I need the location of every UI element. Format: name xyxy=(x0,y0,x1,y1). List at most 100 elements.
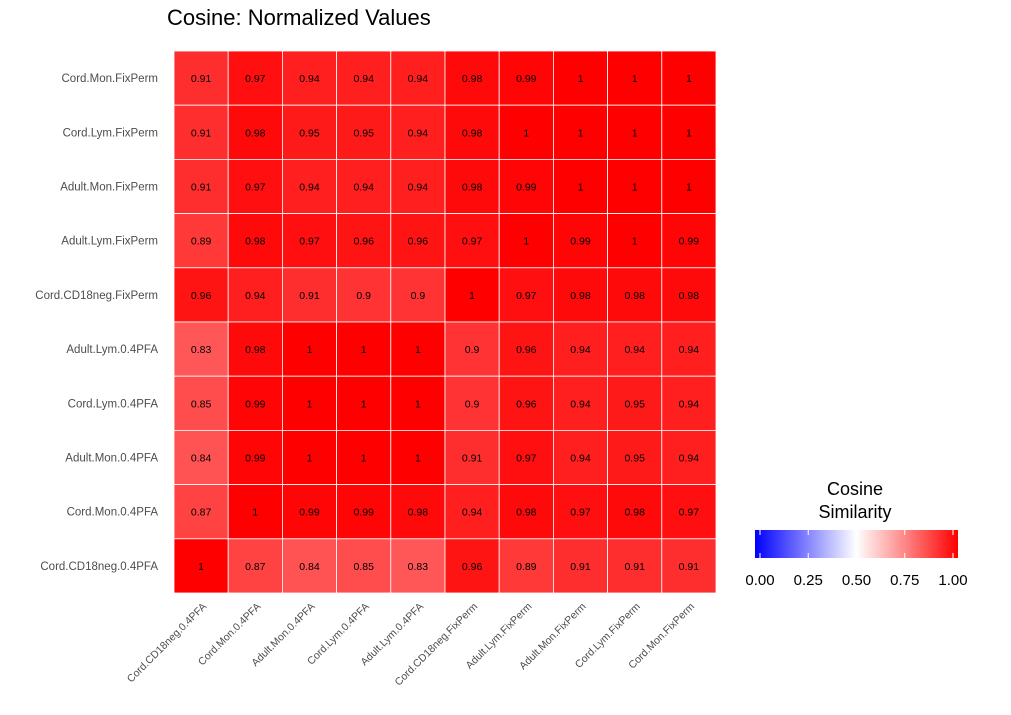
heatmap-cell xyxy=(661,267,717,323)
heatmap-cell-value-label: 1 xyxy=(307,398,313,410)
heatmap-cell-value-label: 1 xyxy=(469,290,475,302)
heatmap-cell-value-label: 0.98 xyxy=(624,290,645,302)
heatmap-cell xyxy=(281,538,337,594)
heatmap-cell-value-label: 0.98 xyxy=(245,127,266,139)
heatmap-cell-value-label: 0.99 xyxy=(245,398,266,410)
heatmap-cell xyxy=(336,158,392,214)
heatmap-cell xyxy=(336,538,392,594)
heatmap-cell xyxy=(444,104,500,160)
heatmap-cell-value-label: 1 xyxy=(578,73,584,85)
heatmap-cell xyxy=(607,375,663,431)
legend-tick-label: 0.75 xyxy=(890,572,919,589)
heatmap-cell-value-label: 0.9 xyxy=(465,344,480,356)
heatmap-cell-value-label: 0.97 xyxy=(516,453,537,465)
heatmap-cell-value-label: 1 xyxy=(361,453,367,465)
heatmap-cell xyxy=(390,375,446,431)
heatmap-cell-value-label: 0.94 xyxy=(353,182,374,194)
x-axis-tick-labels: Cord.CD18neg.0.4PFACord.Mon.0.4PFAAdult.… xyxy=(125,600,697,688)
heatmap-cell-value-label: 0.97 xyxy=(299,236,320,248)
heatmap-cells xyxy=(173,50,717,594)
y-axis-tick-label: Adult.Lym.FixPerm xyxy=(61,236,158,248)
heatmap-cell-value-label: 0.83 xyxy=(408,561,429,573)
heatmap-cell-value-label: 0.91 xyxy=(679,561,700,573)
heatmap-cell xyxy=(553,429,609,485)
heatmap-cell xyxy=(553,50,609,106)
heatmap-cell-value-label: 0.97 xyxy=(462,236,483,248)
heatmap-cell xyxy=(661,484,717,540)
heatmap-cell-value-label: 0.94 xyxy=(462,507,483,519)
heatmap-cell-value-label: 1 xyxy=(686,127,692,139)
heatmap-cell xyxy=(607,213,663,269)
heatmap-cell xyxy=(227,538,283,594)
heatmap-cell-value-label: 0.85 xyxy=(191,398,212,410)
heatmap-cell xyxy=(444,158,500,214)
heatmap-cell-value-label: 0.98 xyxy=(679,290,700,302)
heatmap-cell-value-label: 0.87 xyxy=(191,507,212,519)
heatmap-cell xyxy=(173,538,229,594)
heatmap-cell xyxy=(607,158,663,214)
heatmap-cell-value-label: 0.94 xyxy=(679,453,700,465)
heatmap-cell-value-label: 0.99 xyxy=(353,507,374,519)
heatmap-cell xyxy=(281,104,337,160)
heatmap-cell xyxy=(444,213,500,269)
heatmap-cell xyxy=(227,321,283,377)
heatmap-cell xyxy=(498,484,554,540)
heatmap-cell xyxy=(607,104,663,160)
heatmap-cell-value-label: 1 xyxy=(198,561,204,573)
heatmap-cell-value-label: 0.98 xyxy=(462,127,483,139)
heatmap-cell xyxy=(227,429,283,485)
heatmap-cell xyxy=(607,321,663,377)
legend-tick-label: 1.00 xyxy=(938,572,967,589)
heatmap-cell-value-label: 0.94 xyxy=(408,127,429,139)
heatmap-cell xyxy=(281,429,337,485)
heatmap-cell-value-label: 0.97 xyxy=(245,182,266,194)
color-legend: Cosine Similarity 0.00 0.25 0.50 0.75 1.00 xyxy=(745,479,967,589)
heatmap-cell-value-label: 0.97 xyxy=(679,507,700,519)
heatmap-cell-value-label: 0.94 xyxy=(353,73,374,85)
y-axis-tick-label: Cord.CD18neg.0.4PFA xyxy=(40,561,158,573)
heatmap-cell xyxy=(553,538,609,594)
heatmap-cell xyxy=(444,429,500,485)
heatmap-cell-value-label: 1 xyxy=(523,127,529,139)
heatmap-cell xyxy=(498,429,554,485)
heatmap-cell-value-label: 0.85 xyxy=(353,561,374,573)
heatmap-cell-value-label: 1 xyxy=(686,182,692,194)
heatmap-cell-value-label: 0.99 xyxy=(516,73,537,85)
legend-ticks: 0.00 0.25 0.50 0.75 1.00 xyxy=(745,530,968,589)
heatmap-cell-value-label: 0.98 xyxy=(462,73,483,85)
heatmap-cell xyxy=(281,158,337,214)
heatmap-cell-value-label: 0.94 xyxy=(570,344,591,356)
heatmap-cell xyxy=(444,538,500,594)
heatmap-cell xyxy=(390,158,446,214)
heatmap-cell-value-label: 0.9 xyxy=(465,398,480,410)
heatmap-cell-value-label: 1 xyxy=(632,73,638,85)
heatmap-cell xyxy=(390,213,446,269)
heatmap-cell-value-label: 1 xyxy=(578,127,584,139)
heatmap-cell xyxy=(173,484,229,540)
heatmap-cell xyxy=(444,321,500,377)
heatmap-cell-value-label: 0.95 xyxy=(299,127,320,139)
heatmap-cell xyxy=(607,429,663,485)
heatmap-cell xyxy=(661,50,717,106)
heatmap-cell-value-label: 0.98 xyxy=(245,236,266,248)
heatmap-cell-value-label: 0.96 xyxy=(408,236,429,248)
heatmap-cell-value-label: 0.95 xyxy=(353,127,374,139)
heatmap-cell-value-label: 0.94 xyxy=(408,182,429,194)
heatmap-cell-value-label: 1 xyxy=(632,236,638,248)
heatmap-cell-value-label: 0.95 xyxy=(624,398,645,410)
heatmap-cell xyxy=(661,429,717,485)
y-axis-tick-label: Cord.CD18neg.FixPerm xyxy=(35,290,158,302)
heatmap-cell xyxy=(444,267,500,323)
heatmap-cell-value-label: 0.94 xyxy=(570,398,591,410)
heatmap-cell-value-label: 1 xyxy=(578,182,584,194)
legend-tick-label: 0.00 xyxy=(745,572,774,589)
heatmap-cell xyxy=(173,158,229,214)
heatmap-cell-value-label: 1 xyxy=(307,453,313,465)
chart-title: Cosine: Normalized Values xyxy=(167,5,431,30)
heatmap-cell xyxy=(227,375,283,431)
heatmap-cell xyxy=(390,321,446,377)
heatmap-cell-value-label: 0.91 xyxy=(191,127,212,139)
heatmap-cell-value-label: 1 xyxy=(415,398,421,410)
heatmap-cell xyxy=(553,321,609,377)
